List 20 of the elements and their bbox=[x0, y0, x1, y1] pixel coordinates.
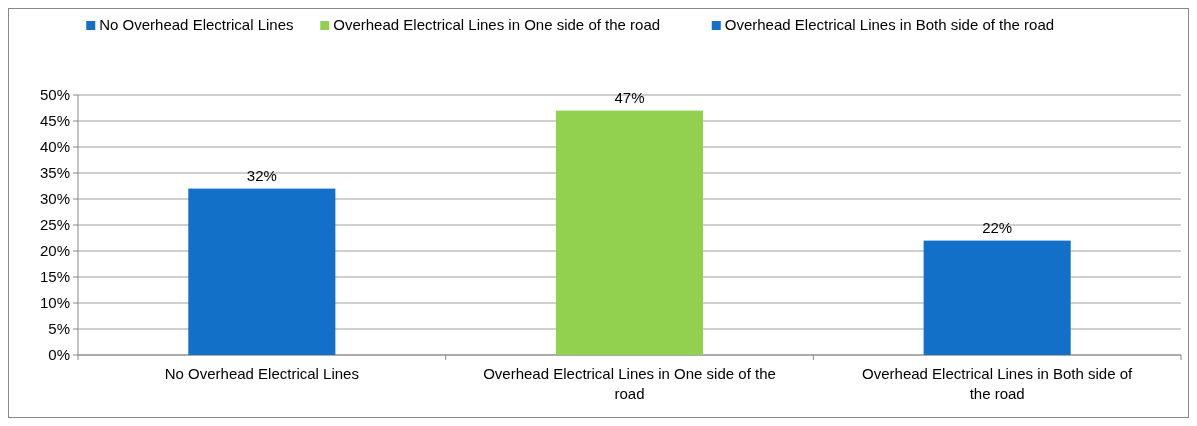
data-label: 22% bbox=[982, 218, 1013, 236]
legend-label: No Overhead Electrical Lines bbox=[99, 16, 294, 33]
y-tick-label: 50% bbox=[39, 86, 70, 104]
data-label: 47% bbox=[614, 88, 645, 106]
y-tick-label: 40% bbox=[39, 138, 70, 156]
y-tick-label: 30% bbox=[39, 190, 70, 208]
x-tick-label: No Overhead Electrical Lines bbox=[164, 365, 359, 382]
legend-label: Overhead Electrical Lines in One side of the road bbox=[333, 16, 661, 33]
x-tick-label: Overhead Electrical Lines in One side of the road bbox=[483, 365, 776, 402]
y-tick-label: 25% bbox=[39, 216, 70, 234]
y-tick-label: 45% bbox=[39, 112, 70, 130]
y-tick-label: 5% bbox=[48, 320, 70, 338]
y-tick-label: 0% bbox=[48, 346, 70, 364]
y-tick-label: 15% bbox=[39, 268, 70, 286]
data-label: 32% bbox=[246, 166, 277, 184]
y-tick-label: 20% bbox=[39, 242, 70, 260]
x-tick-label: Overhead Electrical Lines in Both side of the road bbox=[862, 365, 1134, 402]
y-tick-label: 10% bbox=[39, 294, 70, 312]
y-tick-label: 35% bbox=[39, 164, 70, 182]
legend-label: Overhead Electrical Lines in Both side of the road bbox=[724, 16, 1055, 33]
